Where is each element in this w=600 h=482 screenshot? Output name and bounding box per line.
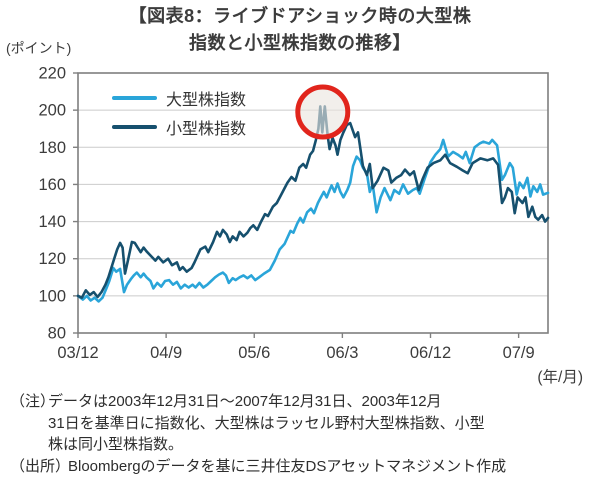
source-label: （出所） <box>10 457 71 475</box>
chart-title: 【図表8：ライブドアショック時の大型株 指数と小型株指数の推移】 <box>0 3 600 57</box>
x-tick-label: 06/12 <box>410 344 451 362</box>
x-tick-label: 05/6 <box>238 344 270 362</box>
small-cap-index-line <box>76 105 550 300</box>
small-cap-line-swatch <box>112 124 157 129</box>
legend-label-small-cap: 小型株指数 <box>166 120 247 138</box>
footnotes: （注） データは2003年12月31日～2007年12月31日、2003年12月… <box>0 391 592 477</box>
x-tick-label: 03/12 <box>57 344 98 362</box>
note-line-3: 株は同小型株指数。 <box>48 436 184 453</box>
x-axis-unit-label: (年/月) <box>537 368 583 386</box>
note-label: （注） <box>10 393 56 410</box>
annotation-circle-fill <box>297 87 348 137</box>
y-tick-label: 180 <box>38 139 66 157</box>
chart-title-line1: 【図表8：ライブドアショック時の大型株 <box>128 6 472 26</box>
x-tick-label: 04/9 <box>150 344 182 362</box>
y-tick-label: 100 <box>38 287 66 305</box>
annotation-circle-ring <box>295 84 351 140</box>
legend-label-large-cap: 大型株指数 <box>166 91 247 109</box>
y-tick-label: 140 <box>38 213 66 231</box>
y-tick-label: 120 <box>38 250 66 268</box>
y-tick-label: 200 <box>38 102 66 120</box>
source-text: Bloombergのデータを基に三井住友DSアセットマネジメント作成 <box>68 457 507 475</box>
legend-item-large-cap: 大型株指数 <box>112 83 246 112</box>
large-cap-line-swatch <box>112 95 157 100</box>
y-tick-label: 80 <box>48 325 66 343</box>
note-line-1: データは2003年12月31日～2007年12月31日、2003年12月 <box>48 393 442 410</box>
note-row: （注） データは2003年12月31日～2007年12月31日、2003年12月… <box>0 391 592 456</box>
y-tick-label: 160 <box>38 176 66 194</box>
large-cap-index-line <box>76 138 550 303</box>
x-tick-label: 06/3 <box>326 344 358 362</box>
source-row: （出所） Bloombergのデータを基に三井住友DSアセットマネジメント作成 <box>0 456 592 478</box>
note-line-2: 31日を基準日に指数化、大型株はラッセル野村大型株指数、小型 <box>48 414 485 432</box>
chart-title-line2: 指数と小型株指数の推移】 <box>189 33 411 53</box>
legend-item-small-cap: 小型株指数 <box>112 112 246 141</box>
x-tick-label: 07/9 <box>503 344 535 362</box>
y-axis-unit-label: (ポイント) <box>6 40 72 56</box>
y-tick-label: 220 <box>38 65 66 83</box>
plot-border <box>77 72 549 334</box>
chart-legend: 大型株指数 小型株指数 <box>112 83 246 141</box>
